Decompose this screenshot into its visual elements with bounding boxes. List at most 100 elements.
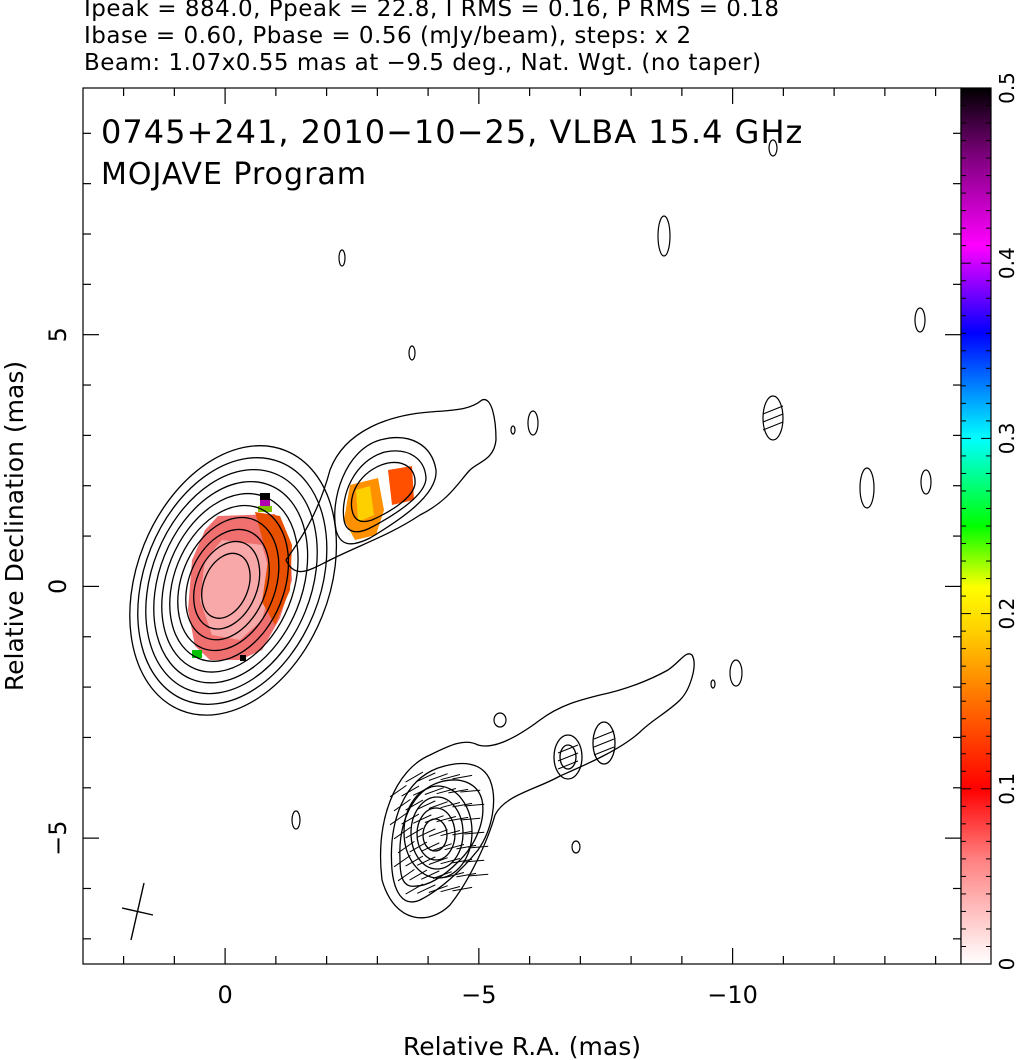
pol-tick <box>405 799 424 811</box>
pol-tick <box>440 858 461 865</box>
pol-tick <box>464 803 485 807</box>
pol-tick <box>468 845 489 849</box>
x-tick-label: −5 <box>461 981 496 1009</box>
colorbar-tick-label: 0.5 <box>995 72 1019 104</box>
jet-contours <box>285 399 497 573</box>
pol-tick <box>460 817 481 821</box>
pol-tick <box>424 815 444 823</box>
pol-tick <box>405 771 424 783</box>
colorbar-tick-label: 0.2 <box>995 598 1019 630</box>
core-contour-2 <box>137 457 328 705</box>
blob-1 <box>338 249 346 267</box>
pol-tick <box>416 800 436 810</box>
blob-11 <box>291 810 301 830</box>
core-pol-hotpixel-4 <box>192 650 202 658</box>
blob-6 <box>768 139 778 157</box>
pol-tick <box>416 884 436 894</box>
pol-tick <box>452 886 473 892</box>
core-contour-4 <box>153 480 309 684</box>
pol-tick <box>460 789 481 793</box>
pol-tick <box>401 785 420 797</box>
lower-knot-1b <box>559 744 577 770</box>
pol-tick <box>593 738 615 748</box>
pol-tick <box>456 872 477 878</box>
pol-tick <box>593 746 615 756</box>
pol-tick <box>389 784 407 798</box>
colorbar-tick-label: 0.4 <box>995 247 1019 279</box>
pol-tick <box>468 873 489 877</box>
y-axis-label: Relative Declination (mas) <box>0 361 29 691</box>
core-pol-hotpixel-5 <box>240 655 246 661</box>
core-pol-hotpixel-3 <box>258 506 272 512</box>
lower-jet-3 <box>399 779 484 887</box>
core-contour-10 <box>201 552 251 619</box>
x-tick-label: −10 <box>707 981 758 1009</box>
pol-tick <box>397 840 415 854</box>
blob-12 <box>493 712 507 728</box>
pol-tick <box>452 830 473 836</box>
lower-knot-2 <box>592 721 616 765</box>
pol-tick <box>409 869 428 881</box>
core-pol-hotpixel-2 <box>260 500 270 506</box>
beam-minor-axis <box>121 907 154 916</box>
core-contour-1 <box>129 445 338 716</box>
y-tick-label: −5 <box>44 820 72 855</box>
blob-7 <box>762 395 784 441</box>
pol-tick <box>428 773 448 781</box>
blob-3 <box>527 410 539 436</box>
pol-tick <box>397 868 415 882</box>
pol-tick <box>393 798 411 812</box>
pol-tick <box>393 826 411 840</box>
colorbar-tick-label: 0.3 <box>995 422 1019 454</box>
core-pol-inner <box>200 540 272 640</box>
pol-tick <box>405 855 424 867</box>
noise-contours <box>291 139 932 854</box>
pol-tick <box>452 802 473 808</box>
polarization-ticks <box>389 405 784 895</box>
pol-tick <box>416 856 436 866</box>
plot-title: 0745+241, 2010−10−25, VLBA 15.4 GHz <box>101 113 803 151</box>
pol-tick <box>448 788 469 794</box>
lower-core-4 <box>403 785 473 879</box>
header-line-3: Beam: 1.07x0.55 mas at −9.5 deg., Nat. W… <box>84 50 762 76</box>
pol-tick <box>428 801 448 809</box>
x-tick-label: 0 <box>217 981 232 1009</box>
pol-tick <box>420 870 440 880</box>
blob-14 <box>729 659 743 687</box>
pol-tick <box>456 844 477 850</box>
header-line-1: Ipeak = 884.0, Ppeak = 22.8, I RMS = 0.1… <box>84 0 780 22</box>
jet-contour-4 <box>350 461 416 523</box>
core-contour-8 <box>185 528 270 641</box>
lower-knot-1 <box>553 734 583 780</box>
jet-contour-3 <box>342 450 427 533</box>
beam-marker <box>121 882 154 941</box>
pol-tick <box>557 752 579 762</box>
core-contour-7 <box>177 516 280 652</box>
pol-tick <box>416 828 436 838</box>
blob-2 <box>408 345 416 361</box>
blob-9 <box>914 307 926 333</box>
pol-tick <box>593 730 615 740</box>
pol-tick <box>416 772 436 782</box>
pol-tick <box>432 871 452 879</box>
pol-tick <box>762 413 784 423</box>
header-line-2: Ibase = 0.60, Pbase = 0.56 (mJy/beam), s… <box>84 23 692 49</box>
blob-15 <box>710 679 716 689</box>
pol-tick <box>762 421 784 431</box>
pol-tick <box>444 844 465 851</box>
pol-tick <box>440 774 461 781</box>
pol-tick <box>428 885 448 893</box>
pol-tick <box>557 744 579 754</box>
core-contour-5 <box>161 492 299 673</box>
pol-tick <box>389 812 407 826</box>
blob-8 <box>859 467 875 509</box>
pol-tick <box>448 816 469 822</box>
pol-tick <box>409 841 428 853</box>
pol-tick <box>762 405 784 415</box>
jet-pol-region-2 <box>388 466 414 505</box>
pol-tick <box>393 854 411 868</box>
pol-tick <box>436 816 457 823</box>
colorbar-tick-label: 0.1 <box>995 773 1019 805</box>
core-contour-9 <box>193 540 261 630</box>
